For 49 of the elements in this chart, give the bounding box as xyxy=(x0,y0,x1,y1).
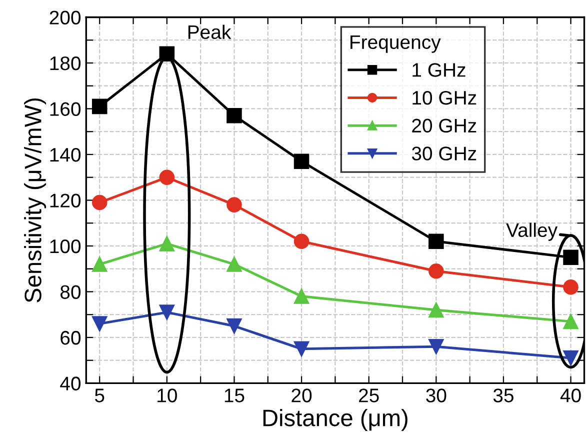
annotation: Peak xyxy=(188,24,232,40)
point xyxy=(226,318,242,334)
point xyxy=(294,288,310,304)
point xyxy=(428,263,444,279)
point xyxy=(294,341,310,357)
x-tick-label: 20 xyxy=(292,388,312,402)
point xyxy=(159,236,175,252)
x-axis-title: Distance (μm) xyxy=(263,408,408,431)
x-tick-label: 10 xyxy=(158,388,177,402)
point xyxy=(159,170,175,185)
y-tick-label: 100 xyxy=(50,239,81,254)
x-tick-label: 25 xyxy=(359,388,379,402)
x-tick-label: 35 xyxy=(493,388,514,402)
legend-label: 1 GHz xyxy=(412,63,466,77)
y-tick-label: 60 xyxy=(60,330,81,345)
point xyxy=(294,234,310,250)
point xyxy=(428,302,444,318)
y-tick-label: 180 xyxy=(50,56,81,70)
point xyxy=(159,304,175,320)
point xyxy=(92,98,108,114)
point xyxy=(428,338,444,354)
x-tick-label: 30 xyxy=(426,388,446,402)
annotation: Valley xyxy=(506,222,558,241)
legend-label: 10 GHz xyxy=(412,90,476,105)
legend-title: Frequency xyxy=(350,35,441,53)
point xyxy=(563,350,578,366)
y-tick-label: 140 xyxy=(50,148,81,162)
y-tick-label: 80 xyxy=(60,285,81,299)
point xyxy=(92,256,108,272)
y-tick-label: 200 xyxy=(50,10,81,24)
y-tick-label: 120 xyxy=(50,194,81,208)
point xyxy=(428,234,444,250)
point xyxy=(226,197,242,212)
y-tick-label: 160 xyxy=(50,102,81,116)
x-tick-label: 15 xyxy=(224,388,244,402)
point xyxy=(92,194,108,210)
point xyxy=(92,316,108,332)
point xyxy=(563,314,578,330)
point xyxy=(563,280,578,295)
point xyxy=(226,256,242,272)
x-tick-label: 5 xyxy=(94,388,104,402)
y-tick-label: 40 xyxy=(60,376,81,390)
point xyxy=(563,250,578,266)
x-tick-label: 40 xyxy=(560,388,581,402)
point xyxy=(226,108,242,124)
legend-label: 30 GHz xyxy=(412,146,476,160)
y-axis-title: Sensitivity (μV/mW) xyxy=(24,98,46,302)
point xyxy=(294,154,310,169)
legend-label: 20 GHz xyxy=(412,118,476,133)
